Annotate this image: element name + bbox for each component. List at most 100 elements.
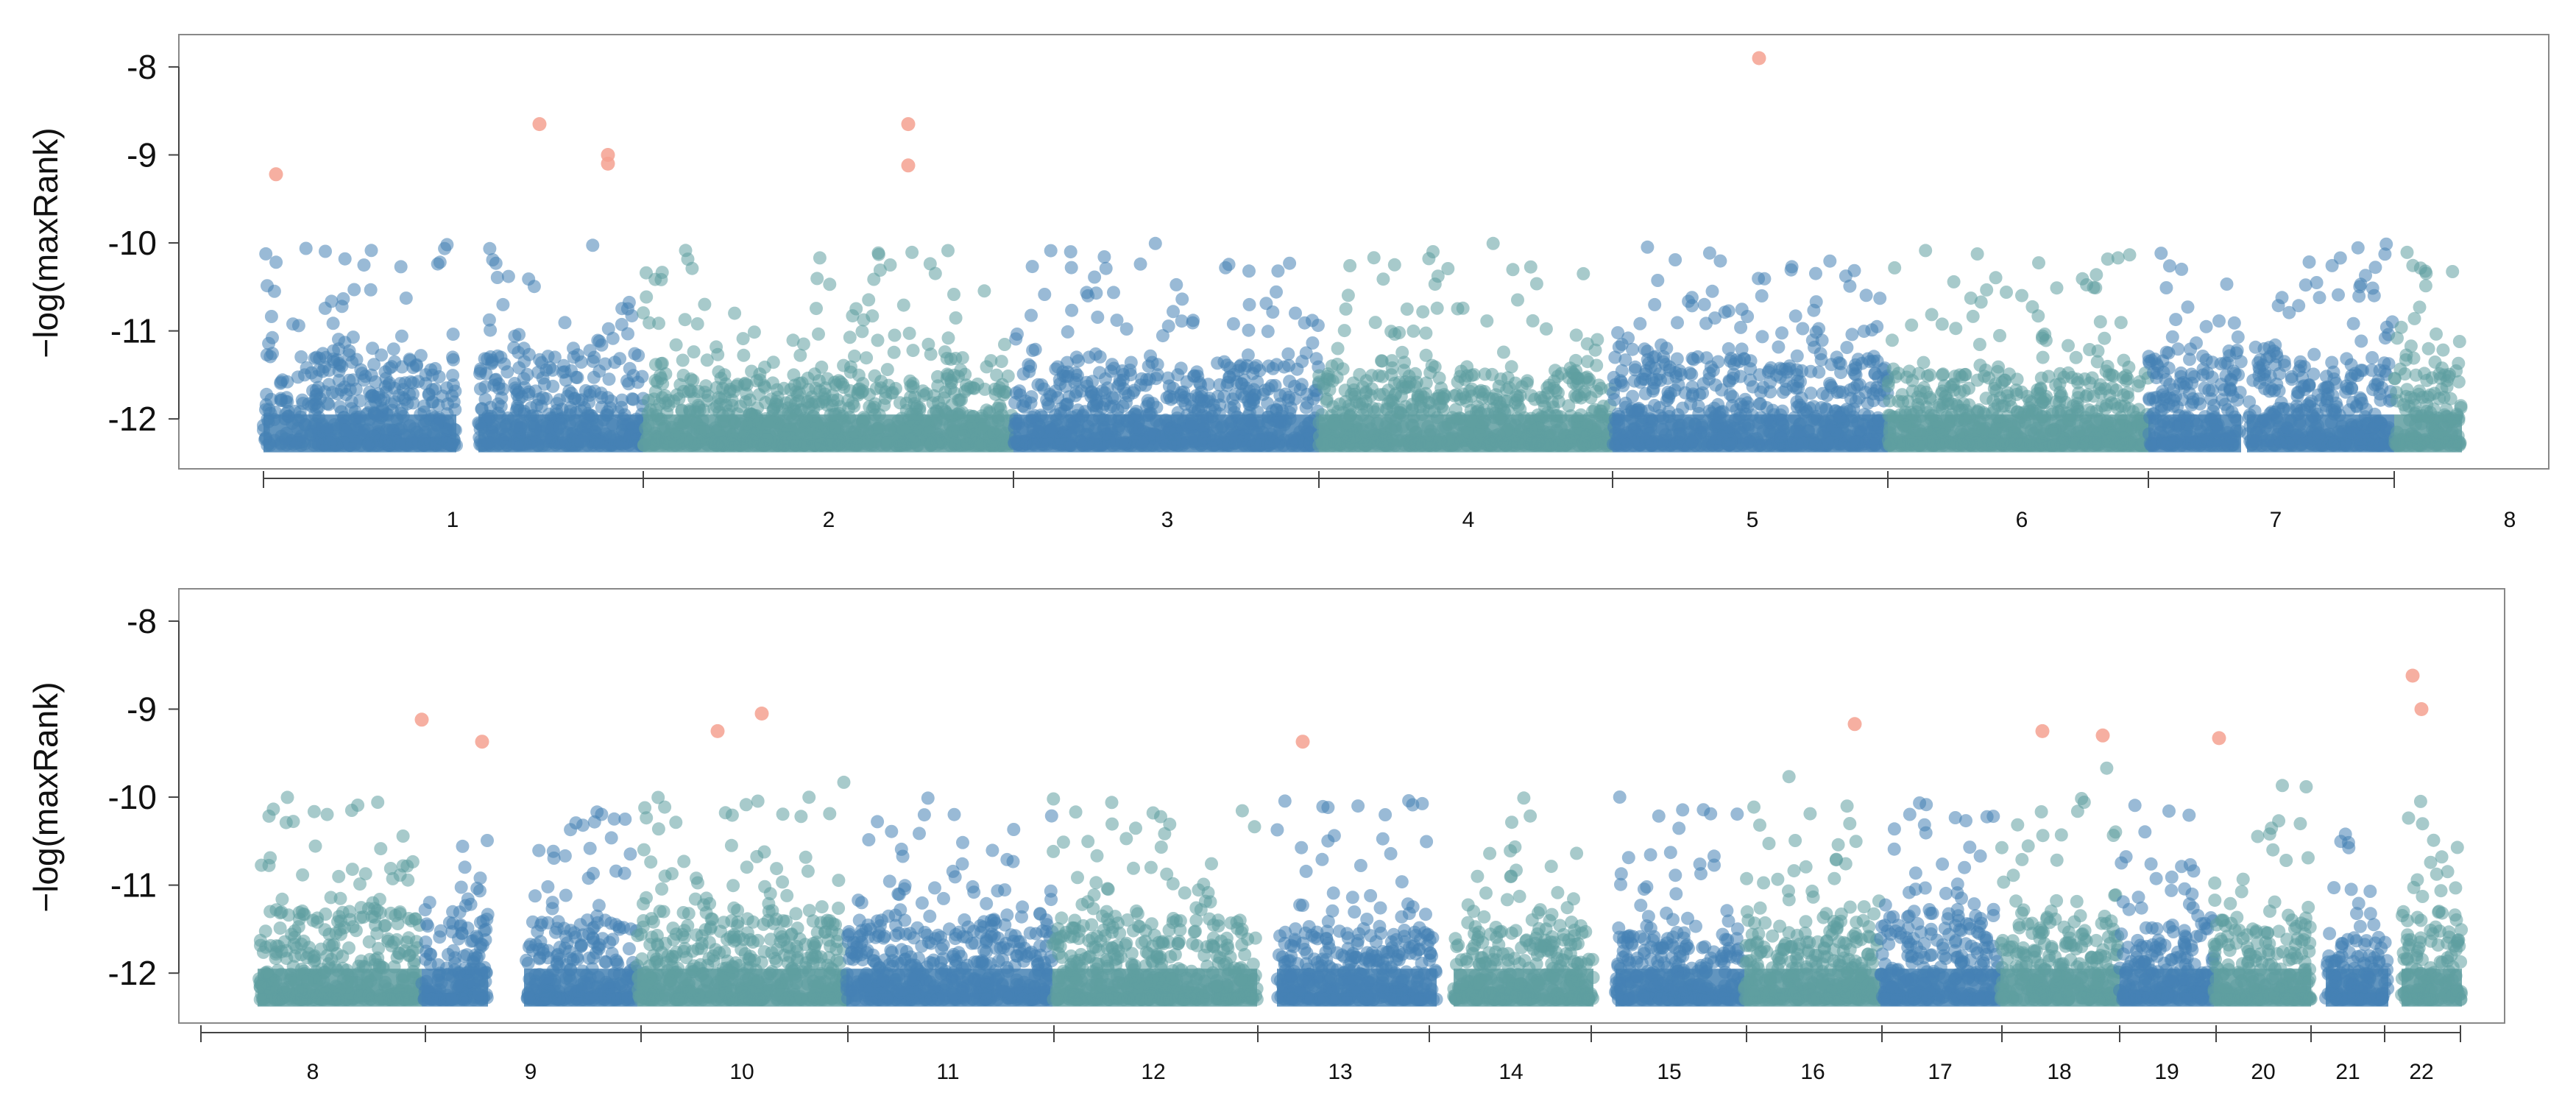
y-tick-label: -8 xyxy=(127,48,157,86)
snp-point xyxy=(980,403,994,417)
snp-point xyxy=(2348,367,2362,381)
snp-point xyxy=(364,244,378,258)
snp-point xyxy=(294,410,308,424)
snp-point xyxy=(1785,260,1799,274)
snp-point xyxy=(1320,394,1334,408)
snp-point xyxy=(2212,425,2226,439)
snp-point xyxy=(1740,436,1754,450)
snp-point xyxy=(558,316,572,330)
snp-point xyxy=(910,407,924,421)
snp-point xyxy=(676,353,690,367)
snp-point xyxy=(1175,292,1189,306)
snp-point xyxy=(280,394,294,408)
snp-point xyxy=(366,342,380,355)
snp-point xyxy=(854,386,868,400)
snp-point xyxy=(414,349,428,363)
snp-point xyxy=(366,389,380,403)
snp-point xyxy=(849,302,863,316)
snp-point xyxy=(475,402,489,416)
snp-point xyxy=(766,355,780,369)
snp-point xyxy=(1064,245,1078,259)
snp-point xyxy=(1064,428,1078,442)
snp-point xyxy=(1150,358,1164,372)
snp-point xyxy=(655,266,669,280)
snp-point xyxy=(2325,355,2339,369)
snp-point xyxy=(544,431,558,444)
snp-point xyxy=(640,266,653,280)
snp-point xyxy=(2078,372,2092,386)
snp-point xyxy=(887,345,901,359)
snp-point xyxy=(1905,318,1919,332)
snp-point xyxy=(394,260,408,274)
snp-point xyxy=(2142,427,2156,441)
snp-point xyxy=(906,344,920,358)
snp-point xyxy=(1695,420,1709,434)
snp-point xyxy=(1958,367,1972,381)
snp-point xyxy=(2190,417,2204,431)
snp-point xyxy=(589,434,603,447)
snp-point xyxy=(403,353,417,367)
snp-point xyxy=(1615,364,1629,378)
snp-point xyxy=(395,403,408,417)
snp-point xyxy=(810,272,824,286)
snp-point xyxy=(2142,350,2156,364)
snp-point xyxy=(766,376,779,390)
snp-point xyxy=(867,272,881,286)
snp-point xyxy=(1989,378,2003,391)
snp-point xyxy=(1414,394,1428,408)
snp-point xyxy=(1295,355,1309,369)
snp-point xyxy=(1845,328,1859,342)
snp-point xyxy=(860,351,874,365)
snp-point xyxy=(1098,372,1112,386)
snp-point xyxy=(823,277,837,291)
snp-point xyxy=(1973,358,1987,372)
snp-point xyxy=(2340,352,2354,366)
snp-point xyxy=(1924,412,1938,426)
snp-point xyxy=(845,431,859,444)
snp-point xyxy=(527,280,541,294)
snp-point xyxy=(662,399,676,413)
snp-point xyxy=(1837,415,1851,429)
snp-point xyxy=(1775,326,1788,340)
snp-point xyxy=(440,436,454,450)
snp-point xyxy=(349,382,363,396)
snp-point xyxy=(531,365,545,379)
snp-point xyxy=(1309,352,1323,366)
snp-point xyxy=(2036,394,2050,408)
snp-point xyxy=(446,350,459,364)
snp-point xyxy=(1735,342,1749,356)
snp-point xyxy=(631,375,645,389)
snp-point xyxy=(379,372,393,386)
snp-point xyxy=(1331,342,1345,355)
snp-point xyxy=(586,238,600,252)
snp-point xyxy=(1564,409,1578,423)
snp-point xyxy=(716,414,730,428)
snp-point xyxy=(2159,281,2173,294)
snp-point xyxy=(815,360,829,374)
snp-point xyxy=(1936,367,1950,381)
snp-point xyxy=(1633,316,1647,330)
snp-point xyxy=(325,294,339,308)
snp-point xyxy=(1356,397,1369,411)
snp-point xyxy=(813,251,827,265)
snp-point xyxy=(1763,385,1777,399)
snp-point xyxy=(743,425,757,439)
snp-point xyxy=(891,434,905,447)
snp-point xyxy=(1540,438,1554,451)
snp-point xyxy=(1565,365,1579,379)
snp-point xyxy=(903,374,917,388)
snp-point xyxy=(786,333,800,347)
snp-point xyxy=(841,394,855,408)
snp-point xyxy=(1506,263,1520,277)
snp-point xyxy=(2212,314,2226,328)
snp-point xyxy=(1088,270,1102,284)
snp-point xyxy=(1050,418,1064,432)
snp-point xyxy=(673,378,687,392)
snp-point xyxy=(1226,317,1240,330)
snp-point xyxy=(1830,350,1844,364)
snp-point xyxy=(1592,378,1606,392)
snp-point xyxy=(2015,289,2028,302)
snp-point xyxy=(1239,381,1253,395)
snp-point xyxy=(1830,427,1844,441)
snp-point xyxy=(1191,402,1205,416)
